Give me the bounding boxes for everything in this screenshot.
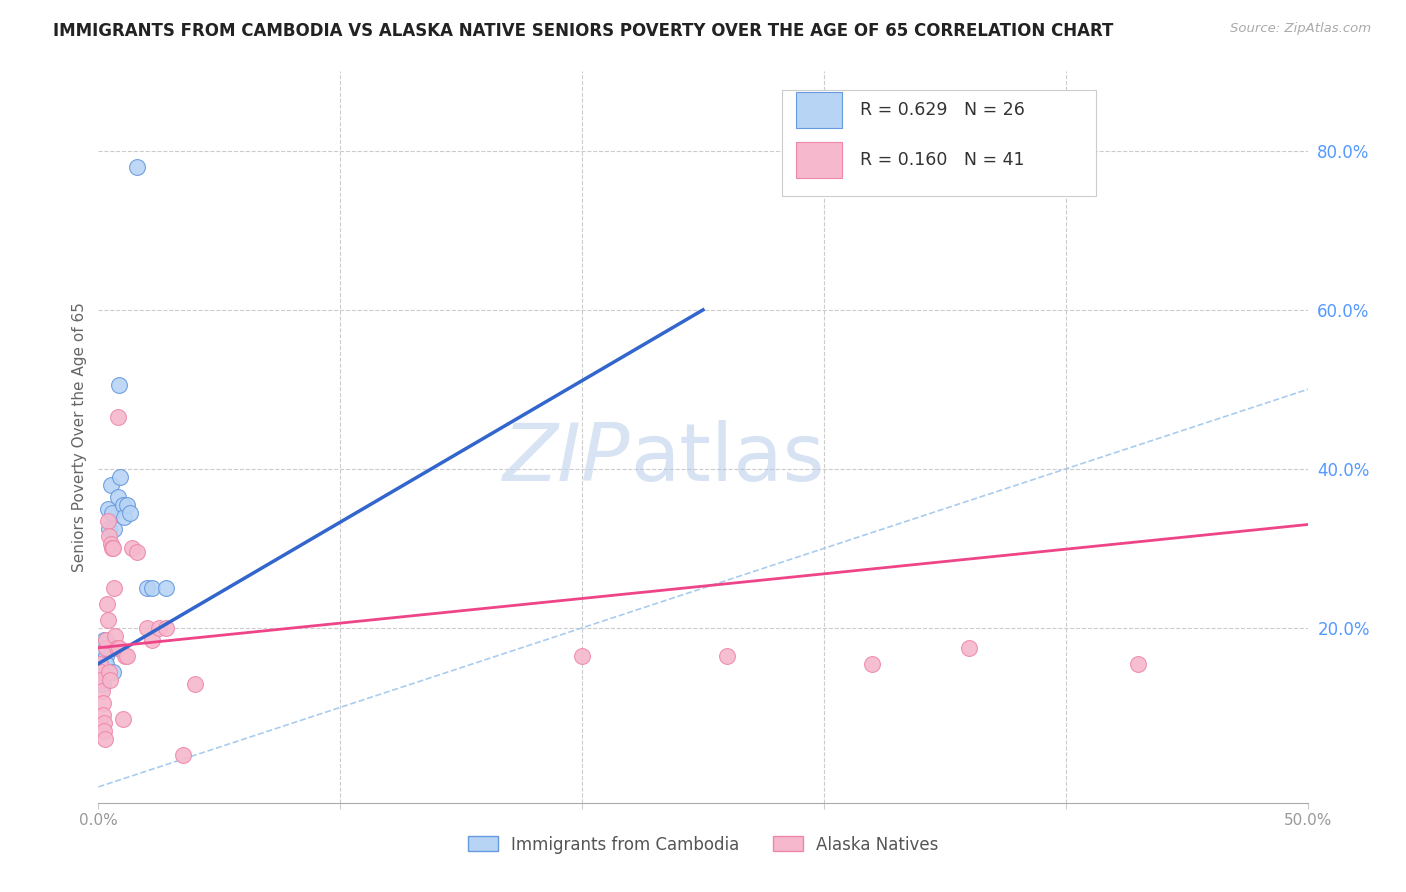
Point <box>94 653 117 667</box>
Point <box>117 498 139 512</box>
Point <box>172 748 194 763</box>
Point <box>127 545 149 559</box>
Point <box>97 521 120 535</box>
Point <box>111 712 134 726</box>
Point <box>148 621 170 635</box>
Point <box>108 640 131 655</box>
Point <box>103 581 125 595</box>
Point <box>91 676 114 690</box>
Point <box>100 541 122 556</box>
Point <box>135 621 157 635</box>
Point <box>118 506 141 520</box>
Point <box>90 665 112 679</box>
FancyBboxPatch shape <box>782 90 1097 195</box>
Point <box>107 410 129 425</box>
Point <box>112 509 135 524</box>
Point <box>90 673 112 687</box>
Point <box>93 716 115 731</box>
Text: Source: ZipAtlas.com: Source: ZipAtlas.com <box>1230 22 1371 36</box>
Text: atlas: atlas <box>630 420 825 498</box>
Point <box>94 732 117 747</box>
Point <box>93 632 115 647</box>
Text: R = 0.629   N = 26: R = 0.629 N = 26 <box>860 101 1025 120</box>
Point <box>91 665 114 679</box>
Point <box>103 521 125 535</box>
Point <box>101 541 124 556</box>
Point <box>155 621 177 635</box>
Point <box>141 581 163 595</box>
Point <box>97 529 120 543</box>
Point <box>91 684 114 698</box>
Point <box>957 640 980 655</box>
Point <box>100 537 122 551</box>
Y-axis label: Seniors Poverty Over the Age of 65: Seniors Poverty Over the Age of 65 <box>72 302 87 572</box>
Point <box>98 665 121 679</box>
Point <box>100 477 122 491</box>
Point <box>101 665 124 679</box>
Text: R = 0.160   N = 41: R = 0.160 N = 41 <box>860 151 1025 169</box>
Point <box>94 648 117 663</box>
Point <box>155 581 177 595</box>
Text: ZIP: ZIP <box>503 420 630 498</box>
Point <box>93 724 115 739</box>
Legend: Immigrants from Cambodia, Alaska Natives: Immigrants from Cambodia, Alaska Natives <box>461 829 945 860</box>
Point <box>93 645 115 659</box>
Text: IMMIGRANTS FROM CAMBODIA VS ALASKA NATIVE SENIORS POVERTY OVER THE AGE OF 65 COR: IMMIGRANTS FROM CAMBODIA VS ALASKA NATIV… <box>53 22 1114 40</box>
Bar <box>796 92 842 128</box>
Point <box>90 657 112 671</box>
Point <box>135 581 157 595</box>
Point <box>91 697 114 711</box>
Point <box>111 498 134 512</box>
Point <box>96 597 118 611</box>
Point <box>716 648 738 663</box>
Point <box>97 514 120 528</box>
Point <box>108 378 131 392</box>
Point <box>97 501 120 516</box>
Point <box>571 648 593 663</box>
Point <box>1128 657 1150 671</box>
Point <box>89 657 111 671</box>
Point <box>141 632 163 647</box>
Point <box>97 613 120 627</box>
Point <box>114 648 136 663</box>
Point <box>108 470 131 484</box>
Point <box>127 160 149 174</box>
Point <box>91 708 114 723</box>
Point <box>105 640 128 655</box>
Point <box>98 673 121 687</box>
Bar <box>796 142 842 178</box>
Point <box>107 490 129 504</box>
Point <box>117 648 139 663</box>
Point <box>96 640 118 655</box>
Point <box>104 629 127 643</box>
Point <box>96 632 118 647</box>
Point <box>100 506 122 520</box>
Point <box>96 657 118 671</box>
Point <box>94 640 117 655</box>
Point <box>184 676 207 690</box>
Point <box>860 657 883 671</box>
Point <box>121 541 143 556</box>
